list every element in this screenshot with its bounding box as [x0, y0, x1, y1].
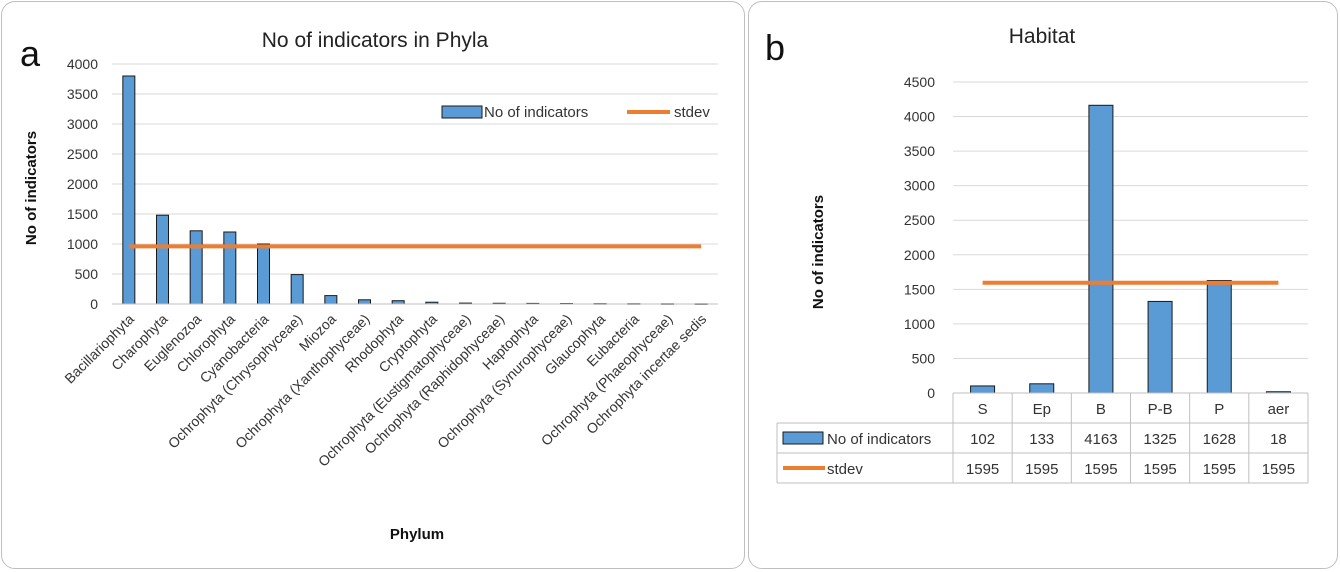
y-tick-label: 3000	[67, 116, 98, 132]
bar	[970, 385, 996, 394]
chart-a-ylabel: No of indicators	[23, 131, 40, 245]
table-series-label: No of indicators	[827, 431, 931, 448]
data-label: 1595	[1203, 461, 1236, 478]
data-label: 1325	[1143, 431, 1176, 448]
y-tick-label: 4000	[67, 56, 98, 72]
legend-label: stdev	[674, 104, 710, 121]
bar	[1088, 104, 1114, 394]
y-tick-label: 1000	[904, 316, 935, 332]
x-tick-label: aer	[1268, 401, 1290, 418]
x-tick-label: B	[1096, 401, 1106, 418]
data-label: 18	[1270, 431, 1287, 448]
data-label: 1595	[1084, 461, 1117, 478]
y-tick-label: 3500	[904, 143, 935, 159]
bar	[324, 295, 338, 305]
bar	[257, 243, 270, 305]
panel-letter-b: b	[765, 27, 785, 68]
y-tick-label: 2500	[67, 146, 98, 162]
bar	[189, 230, 203, 305]
habitat-chart: b Habitat No of indicators 0 500 1000 1500 2…	[765, 25, 1309, 484]
legend-swatch-bar	[441, 105, 483, 119]
panel-letter-a: a	[20, 33, 41, 74]
y-tick-label: 3000	[904, 178, 935, 194]
y-tick-label: 3500	[67, 86, 98, 102]
chart-a-title: No of indicators in Phyla	[262, 29, 489, 52]
bar	[358, 299, 371, 305]
y-tick-label: 1500	[904, 281, 935, 297]
x-tick-label: Ep	[1033, 401, 1051, 418]
panel-b: b Habitat No of indicators 0 500 1000 1500 2…	[748, 1, 1338, 569]
y-tick-label: 1500	[67, 206, 98, 222]
y-tick-label: 2000	[904, 247, 935, 263]
x-tick-label: S	[978, 401, 988, 418]
table-key-bar	[782, 431, 824, 445]
data-label: 102	[970, 431, 995, 448]
y-tick-label: 2500	[904, 212, 935, 228]
data-label: 1595	[1143, 461, 1176, 478]
bar	[223, 231, 237, 305]
data-label: 4163	[1084, 431, 1117, 448]
data-label: 1595	[1025, 461, 1058, 478]
y-tick-label: 0	[90, 296, 98, 312]
bar	[290, 274, 304, 305]
y-tick-label: 0	[927, 385, 935, 401]
data-label: 1595	[966, 461, 999, 478]
data-label: 1595	[1262, 461, 1295, 478]
y-tick-label: 4500	[904, 74, 935, 90]
y-tick-label: 500	[912, 350, 936, 366]
bar	[1206, 279, 1232, 394]
panel-a: a No of indicators in Phyla Phylum No of…	[1, 1, 745, 569]
phyla-chart: a No of indicators in Phyla Phylum No of…	[20, 29, 718, 543]
bar	[1029, 383, 1055, 394]
bar	[156, 214, 169, 305]
chart-a-xlabel: Phylum	[390, 526, 444, 543]
y-tick-label: 500	[75, 266, 99, 282]
bar	[122, 75, 136, 305]
x-tick-label: P-B	[1148, 401, 1173, 418]
y-tick-label: 2000	[67, 176, 98, 192]
x-tick-label: P	[1214, 401, 1224, 418]
data-label: 133	[1029, 431, 1054, 448]
y-tick-label: 1000	[67, 236, 98, 252]
data-label: 1628	[1203, 431, 1236, 448]
legend-label: No of indicators	[484, 104, 588, 121]
bar	[1147, 300, 1173, 394]
chart-b-ylabel: No of indicators	[810, 195, 827, 309]
table-series-label: stdev	[827, 461, 863, 478]
y-tick-label: 4000	[904, 109, 935, 125]
chart-b-title: Habitat	[1009, 25, 1076, 48]
